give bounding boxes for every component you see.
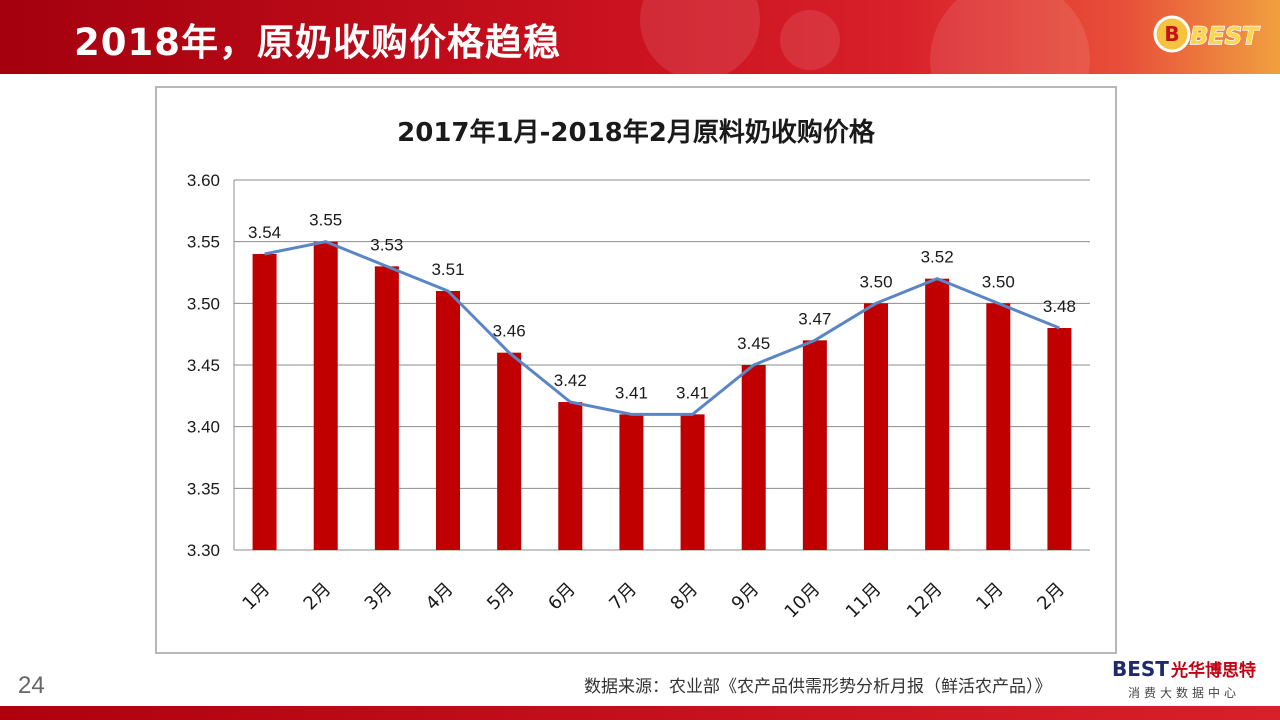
x-tick-label: 2月	[300, 579, 336, 615]
x-tick-label: 4月	[422, 579, 458, 615]
x-tick-label: 1月	[238, 579, 274, 615]
y-tick-label: 3.55	[187, 233, 220, 252]
bar	[986, 303, 1011, 550]
footer-logo: BEST 光华博思特 消费大数据中心	[1112, 656, 1272, 704]
y-tick-label: 3.35	[187, 479, 220, 498]
brand-best: BEST	[1112, 657, 1169, 681]
data-label: 3.52	[921, 248, 954, 267]
decorative-bubble	[930, 0, 1090, 74]
x-tick-label: 5月	[483, 579, 519, 615]
decorative-bubble	[780, 10, 840, 70]
y-tick-label: 3.40	[187, 418, 220, 437]
best-logo-icon: B BEST	[1153, 15, 1261, 53]
brand-tagline: 消费大数据中心	[1128, 686, 1241, 700]
chart-title: 2017年1月-2018年2月原料奶收购价格	[397, 118, 875, 148]
bar	[558, 402, 583, 550]
chart-container: 2017年1月-2018年2月原料奶收购价格 3.30 3.35 3.40 3.45 3…	[155, 86, 1117, 654]
y-tick-label: 3.30	[187, 541, 220, 560]
x-tick-label: 7月	[605, 579, 641, 615]
bar	[741, 365, 766, 550]
svg-text:B: B	[1164, 22, 1179, 46]
decorative-bubble	[640, 0, 760, 74]
logo-wordmark: BEST	[1190, 22, 1260, 50]
data-label: 3.41	[615, 383, 648, 402]
x-tick-label: 8月	[666, 579, 702, 615]
bar	[802, 340, 827, 550]
x-tick-label: 2月	[1033, 579, 1069, 615]
bar	[436, 291, 460, 550]
bar	[497, 352, 522, 550]
page-number: 24	[18, 672, 45, 699]
bar	[252, 254, 277, 550]
x-tick-label: 1月	[972, 579, 1008, 615]
y-tick-label: 3.50	[187, 294, 220, 313]
data-label: 3.50	[982, 272, 1015, 291]
bar-line-chart: 3.30 3.35 3.40 3.45 3.50 3.55 3.60 3.54 3.55 3.53…	[187, 171, 1090, 623]
x-tick-label: 3月	[361, 579, 397, 615]
data-label: 3.53	[370, 235, 403, 254]
x-tick-label: 9月	[728, 579, 764, 615]
data-label: 3.55	[309, 211, 342, 230]
bar	[619, 414, 644, 550]
y-tick-label: 3.60	[187, 171, 220, 190]
data-label: 3.47	[798, 309, 831, 328]
data-label: 3.54	[248, 223, 281, 242]
data-label: 3.41	[676, 383, 709, 402]
x-tick-label: 6月	[544, 579, 580, 615]
x-tick-label: 12月	[903, 579, 947, 623]
bottom-bar	[0, 706, 1280, 720]
x-tick-label: 10月	[781, 579, 825, 623]
bar	[313, 241, 338, 550]
bar	[1047, 328, 1072, 550]
y-tick-label: 3.45	[187, 356, 220, 375]
page-title: 2018年，原奶收购价格趋稳	[74, 21, 561, 64]
brand-cn: 光华博思特	[1170, 661, 1256, 681]
data-label: 3.48	[1043, 297, 1076, 316]
data-label: 3.50	[859, 272, 892, 291]
header-banner: 2018年，原奶收购价格趋稳 B BEST	[0, 0, 1280, 74]
data-label: 3.45	[737, 334, 770, 353]
data-label: 3.51	[431, 260, 464, 279]
x-tick-label: 11月	[842, 579, 886, 623]
data-label: 3.46	[493, 322, 526, 341]
data-label: 3.42	[554, 371, 587, 390]
data-source-note: 数据来源：农业部《农产品供需形势分析月报（鲜活农产品）》	[584, 677, 1052, 697]
bar	[374, 266, 399, 550]
brand-name: BEST 光华博思特	[1112, 656, 1256, 681]
bar	[680, 414, 705, 550]
series-line	[264, 240, 1060, 416]
bar	[864, 303, 888, 550]
bar	[925, 278, 950, 550]
